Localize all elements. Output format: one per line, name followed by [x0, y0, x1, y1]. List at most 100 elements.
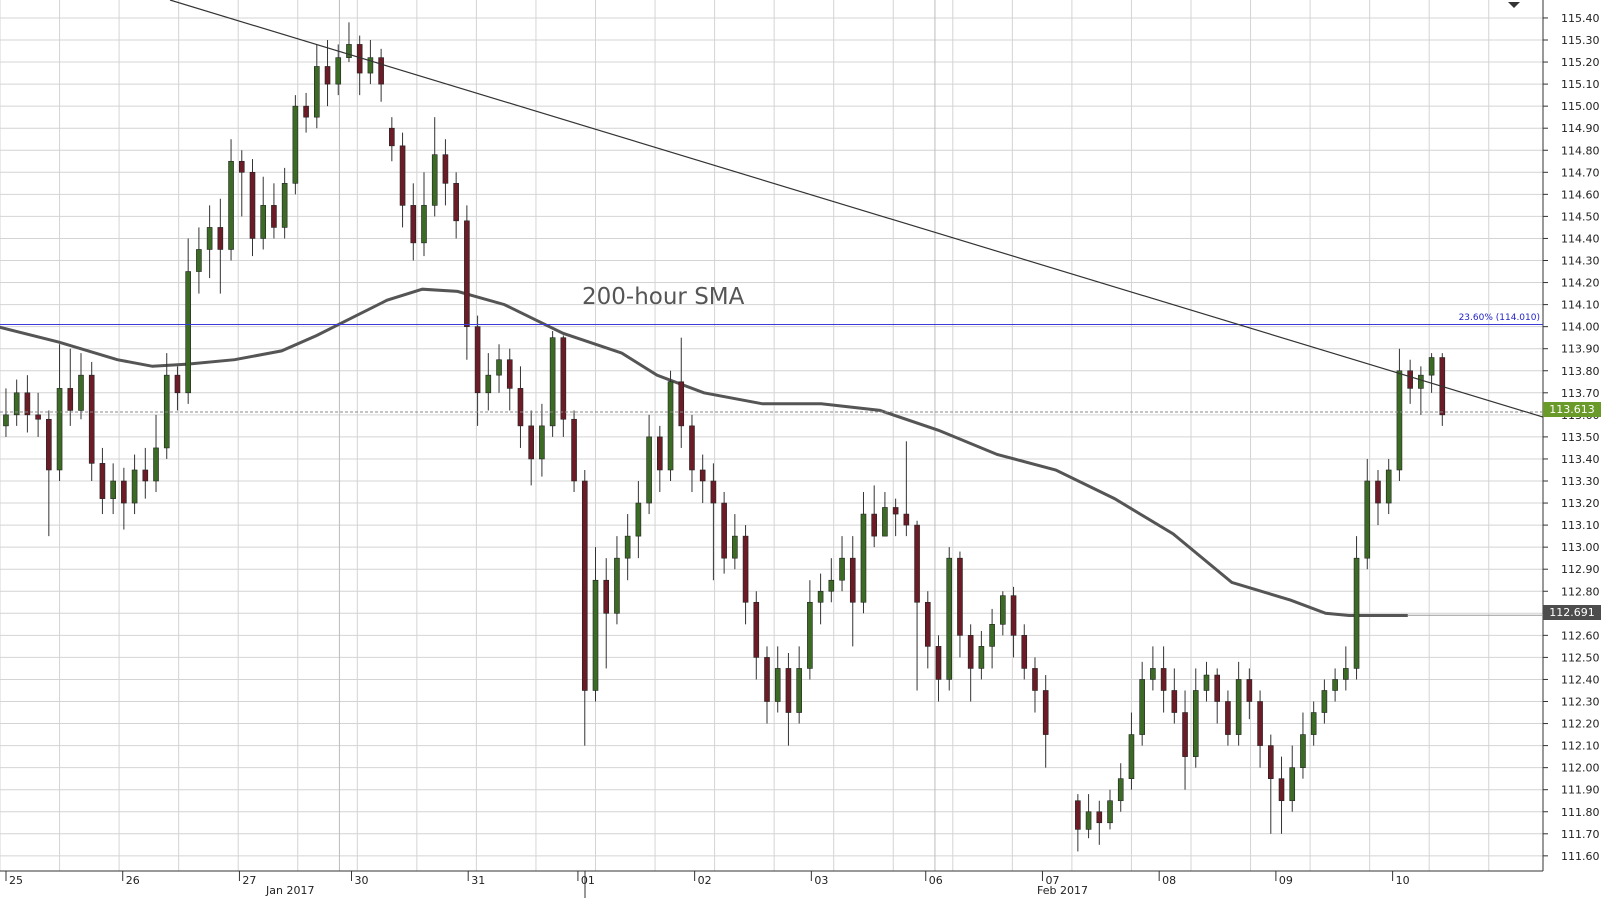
y-tick-label: 114.80 — [1561, 144, 1600, 157]
y-tick-label: 113.90 — [1561, 343, 1600, 356]
candle-body — [421, 205, 427, 244]
sma-line-group — [0, 287, 1543, 617]
candle-body — [303, 105, 309, 118]
candle-body — [710, 480, 717, 504]
candle-body — [174, 374, 181, 394]
candle-body — [1396, 370, 1403, 471]
candle-body — [389, 127, 395, 147]
candle-body — [1289, 767, 1296, 802]
y-tick-label: 112.60 — [1561, 629, 1600, 642]
candle-body — [967, 635, 974, 669]
y-tick-label: 114.20 — [1561, 277, 1600, 290]
y-tick-label: 112.90 — [1561, 563, 1600, 576]
candle-body — [1300, 734, 1306, 768]
fib-level-label: 23.60% (114.010) — [1459, 313, 1540, 323]
sma-line — [0, 287, 1408, 617]
candle-body — [860, 513, 867, 603]
candle-body — [496, 359, 502, 376]
y-tick-label: 111.80 — [1561, 806, 1600, 819]
month-label: Feb 2017 — [1037, 884, 1088, 897]
candle-body — [721, 502, 727, 559]
candle-body — [1160, 668, 1167, 691]
candle-body — [603, 579, 610, 614]
y-tick-label: 112.30 — [1561, 696, 1600, 709]
month-label: Jan 2017 — [265, 884, 314, 897]
candle-body — [957, 557, 963, 636]
candle-body — [849, 557, 856, 603]
y-tick-label: 112.20 — [1561, 718, 1600, 731]
candle-body — [1257, 701, 1263, 746]
candle-body — [1150, 668, 1156, 680]
candle-body — [271, 205, 277, 228]
candle-body — [1235, 679, 1242, 735]
y-tick-label: 113.70 — [1561, 387, 1600, 400]
candle-body — [1128, 734, 1135, 779]
candle-body — [517, 388, 524, 427]
x-tick-label: 25 — [9, 874, 23, 887]
candle-body — [1332, 679, 1338, 691]
candle-body — [571, 418, 577, 482]
y-tick-label: 113.40 — [1561, 453, 1600, 466]
candle-body — [56, 388, 63, 471]
candle-body — [453, 183, 459, 222]
candle-body — [13, 392, 20, 416]
candle-body — [839, 557, 845, 581]
candle-body — [978, 646, 985, 669]
x-tick-label: 06 — [929, 874, 943, 887]
candle-body — [817, 590, 824, 603]
candle-body — [1010, 595, 1017, 636]
candle-body — [635, 502, 642, 537]
y-tick-label: 114.90 — [1561, 122, 1600, 135]
candle-body — [67, 388, 74, 411]
candle-body — [657, 436, 663, 471]
candle-body — [281, 183, 288, 228]
y-tick-label: 115.40 — [1561, 12, 1600, 25]
x-axis: 25 26 27 30 31 01 02 03 06 07 08 09 10 Jan 2017 Feb 20… — [0, 870, 1543, 898]
candle-body — [153, 447, 159, 482]
candle-body — [292, 105, 299, 184]
candle-body — [196, 249, 202, 272]
resistance-trendline — [169, 0, 1544, 418]
candle-body — [989, 624, 995, 647]
x-tick-label: 02 — [698, 874, 712, 887]
x-tick-label: 26 — [126, 874, 140, 887]
candle-body — [892, 507, 899, 515]
candle-body — [560, 337, 567, 420]
candle-body — [131, 469, 138, 504]
candle-body — [1321, 690, 1328, 713]
sma-price-badge: 112.691 — [1543, 605, 1601, 620]
candle-body — [24, 392, 31, 416]
grid — [0, 0, 1543, 871]
y-tick-label: 115.30 — [1561, 34, 1600, 47]
y-tick-label: 115.20 — [1561, 56, 1600, 69]
candle-body — [206, 227, 213, 250]
candle-body — [1418, 374, 1424, 389]
candle-body — [1085, 811, 1092, 830]
current-price-badge: 113.613 — [1543, 402, 1601, 417]
candle-body — [871, 513, 877, 537]
candle-body — [667, 381, 674, 471]
candle-body — [506, 359, 513, 389]
candle-body — [367, 57, 374, 74]
candle-body — [35, 414, 41, 420]
candle-body — [1214, 674, 1221, 702]
candle-body — [732, 535, 738, 559]
candle-body — [1096, 811, 1103, 824]
candle-body — [1364, 480, 1371, 559]
candle-body — [485, 374, 492, 394]
candle-body — [324, 66, 331, 85]
candle-body — [78, 374, 84, 411]
candle-body — [238, 160, 245, 173]
y-tick-label: 112.50 — [1561, 651, 1600, 664]
candle-body — [882, 507, 888, 537]
y-tick-label: 113.80 — [1561, 365, 1600, 378]
candle-body — [442, 154, 449, 184]
x-tick-label: 07 — [1045, 874, 1059, 887]
y-tick-label: 111.70 — [1561, 828, 1600, 841]
chevron-down-icon[interactable] — [1508, 2, 1520, 8]
candle-body — [1385, 469, 1392, 504]
candle-body — [1428, 357, 1435, 376]
y-tick-label: 114.40 — [1561, 232, 1600, 245]
candle-body — [1225, 701, 1231, 735]
x-tick-label: 27 — [242, 874, 256, 887]
